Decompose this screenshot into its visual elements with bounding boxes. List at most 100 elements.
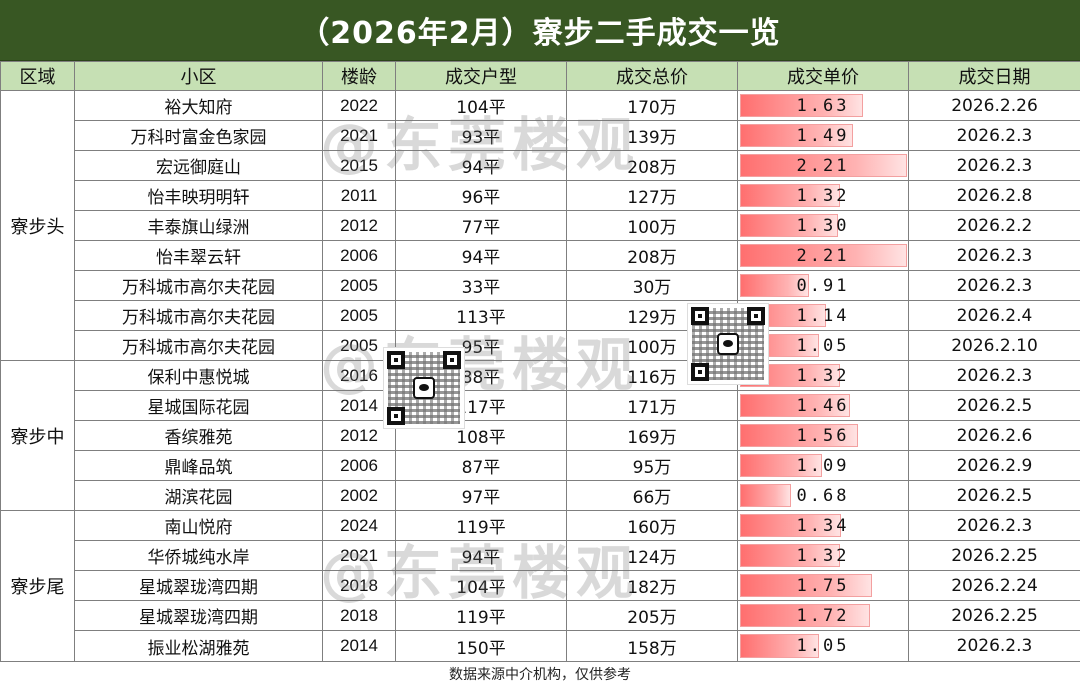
district-cell: 寮步头 [0, 90, 75, 361]
layout-cell: 119平 [395, 510, 567, 541]
total-price-cell: 95万 [566, 450, 738, 481]
date-cell: 2026.2.9 [908, 450, 1080, 481]
table-row: 星城翠珑湾四期 2018 104平 182万 1.75 2026.2.24 [1, 570, 1080, 601]
unit-price-bar [740, 454, 822, 477]
table-row: 万科时富金色家园 2021 93平 139万 1.49 2026.2.3 [1, 120, 1080, 151]
community-cell: 星城翠珑湾四期 [74, 570, 323, 601]
table-row: 振业松湖雅苑 2014 150平 158万 1.05 2026.2.3 [1, 630, 1080, 662]
table-row: 丰泰旗山绿洲 2012 77平 100万 1.30 2026.2.2 [1, 210, 1080, 241]
age-cell: 2021 [322, 120, 396, 151]
date-cell: 2026.2.4 [908, 300, 1080, 331]
unit-price-bar [740, 484, 791, 507]
unit-price-value: 1.49 [796, 125, 850, 146]
unit-price-value: 1.32 [796, 185, 850, 206]
age-cell: 2005 [322, 270, 396, 301]
table-row: 鼎峰品筑 2006 87平 95万 1.09 2026.2.9 [1, 450, 1080, 481]
date-cell: 2026.2.3 [908, 150, 1080, 181]
date-cell: 2026.2.3 [908, 240, 1080, 271]
date-cell: 2026.2.3 [908, 360, 1080, 391]
age-cell: 2024 [322, 510, 396, 541]
unit-price-value: 1.32 [796, 545, 850, 566]
unit-price-cell: 1.63 [737, 90, 909, 121]
unit-price-bar [740, 154, 907, 177]
header-unit-price: 成交单价 [737, 61, 909, 91]
layout-cell: 113平 [395, 300, 567, 331]
unit-price-bar [740, 634, 819, 658]
age-cell: 2005 [322, 300, 396, 331]
date-cell: 2026.2.3 [908, 510, 1080, 541]
total-price-cell: 139万 [566, 120, 738, 151]
table-header-row: 区域 小区 楼龄 成交户型 成交总价 成交单价 成交日期 [0, 61, 1080, 91]
unit-price-value: 1.14 [796, 305, 850, 326]
community-cell: 星城国际花园 [74, 390, 323, 421]
unit-price-value: 0.91 [796, 275, 850, 296]
community-cell: 万科城市高尔夫花园 [74, 270, 323, 301]
community-cell: 宏远御庭山 [74, 150, 323, 181]
page-title: （2026年2月）寮步二手成交一览 [0, 0, 1080, 61]
date-cell: 2026.2.5 [908, 390, 1080, 421]
age-cell: 2006 [322, 240, 396, 271]
unit-price-cell: 1.56 [737, 420, 909, 451]
unit-price-cell: 1.72 [737, 600, 909, 631]
layout-cell: 94平 [395, 540, 567, 571]
unit-price-bar [740, 124, 853, 147]
unit-price-value: 1.63 [796, 95, 850, 116]
table-row: 香缤雅苑 2012 108平 169万 1.56 2026.2.6 [1, 420, 1080, 451]
table-row: 星城国际花园 2014 117平 171万 1.46 2026.2.5 [1, 390, 1080, 421]
layout-cell: 95平 [395, 330, 567, 361]
community-cell: 香缤雅苑 [74, 420, 323, 451]
table-row: 怡丰翠云轩 2006 94平 208万 2.21 2026.2.3 [1, 240, 1080, 271]
community-cell: 南山悦府 [74, 510, 323, 541]
community-cell: 鼎峰品筑 [74, 450, 323, 481]
age-cell: 2002 [322, 480, 396, 511]
date-cell: 2026.2.2 [908, 210, 1080, 241]
date-cell: 2026.2.6 [908, 420, 1080, 451]
unit-price-cell: 1.05 [737, 630, 909, 662]
unit-price-bar [740, 244, 907, 267]
total-price-cell: 208万 [566, 150, 738, 181]
age-cell: 2018 [322, 570, 396, 601]
header-area: 区域 [0, 61, 75, 91]
wechat-icon [413, 377, 435, 399]
date-cell: 2026.2.25 [908, 600, 1080, 631]
header-date: 成交日期 [908, 61, 1080, 91]
qr-code-icon [383, 347, 465, 429]
total-price-cell: 30万 [566, 270, 738, 301]
table-row: 万科城市高尔夫花园 2005 95平 100万 1.05 2026.2.10 [1, 330, 1080, 361]
unit-price-value: 1.46 [796, 395, 850, 416]
age-cell: 2011 [322, 180, 396, 211]
total-price-cell: 171万 [566, 390, 738, 421]
total-price-cell: 182万 [566, 570, 738, 601]
transactions-table: 区域 小区 楼龄 成交户型 成交总价 成交单价 成交日期 寮步头 裕大知府 2022… [0, 61, 1080, 662]
unit-price-bar [740, 514, 841, 537]
age-cell: 2022 [322, 90, 396, 121]
unit-price-cell: 1.32 [737, 180, 909, 211]
layout-cell: 96平 [395, 180, 567, 211]
unit-price-bar [740, 184, 840, 207]
layout-cell: 33平 [395, 270, 567, 301]
layout-cell: 94平 [395, 150, 567, 181]
header-community: 小区 [74, 61, 323, 91]
total-price-cell: 169万 [566, 420, 738, 451]
unit-price-value: 2.21 [796, 155, 850, 176]
table-row: 寮步头 裕大知府 2022 104平 170万 1.63 2026.2.26 [0, 90, 1080, 361]
layout-cell: 87平 [395, 450, 567, 481]
unit-price-bar [740, 394, 850, 417]
date-cell: 2026.2.3 [908, 630, 1080, 662]
header-total-price: 成交总价 [566, 61, 738, 91]
unit-price-cell: 1.09 [737, 450, 909, 481]
age-cell: 2015 [322, 150, 396, 181]
unit-price-bar [740, 214, 838, 237]
unit-price-bar [740, 574, 872, 597]
unit-price-cell: 2.21 [737, 150, 909, 181]
unit-price-bar [740, 424, 858, 447]
age-cell: 2021 [322, 540, 396, 571]
community-cell: 裕大知府 [74, 90, 323, 121]
unit-price-value: 1.72 [796, 605, 850, 626]
community-cell: 丰泰旗山绿洲 [74, 210, 323, 241]
date-cell: 2026.2.25 [908, 540, 1080, 571]
date-cell: 2026.2.3 [908, 270, 1080, 301]
date-cell: 2026.2.10 [908, 330, 1080, 361]
table-row: 万科城市高尔夫花园 2005 113平 129万 1.14 2026.2.4 [1, 300, 1080, 331]
unit-price-value: 1.30 [796, 215, 850, 236]
